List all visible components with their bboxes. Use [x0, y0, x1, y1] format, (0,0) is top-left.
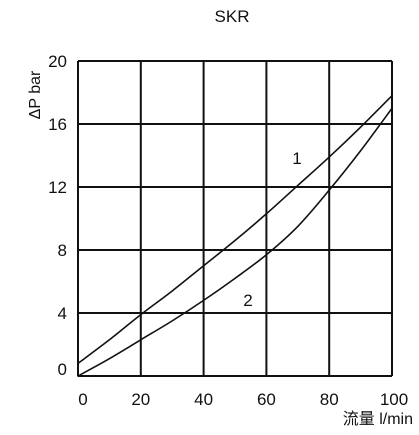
x-tick-label-60: 60: [257, 390, 276, 409]
y-tick-label-16: 16: [48, 115, 67, 134]
chart-title: SKR: [215, 7, 250, 26]
series-label-2: 2: [243, 291, 252, 310]
series-2-curve: [77, 107, 393, 377]
x-tick-label-20: 20: [131, 390, 150, 409]
y-axis-label: ΔP bar: [27, 70, 44, 119]
x-tick-label-40: 40: [194, 390, 213, 409]
series-label-1: 1: [292, 149, 301, 168]
y-tick-label-8: 8: [58, 241, 67, 260]
x-tick-label-100: 100: [380, 390, 408, 409]
y-tick-label-12: 12: [48, 178, 67, 197]
grid-layer: [77, 60, 393, 377]
x-tick-label-0: 0: [78, 390, 87, 409]
x-tick-label-80: 80: [320, 390, 339, 409]
curve-layer: [77, 94, 393, 377]
x-axis-label: 流量 l/min: [343, 410, 413, 428]
series-1-curve: [77, 94, 393, 365]
y-tick-label-20: 20: [48, 52, 67, 71]
y-tick-label-4: 4: [58, 304, 67, 323]
y-tick-label-0: 0: [58, 360, 67, 379]
